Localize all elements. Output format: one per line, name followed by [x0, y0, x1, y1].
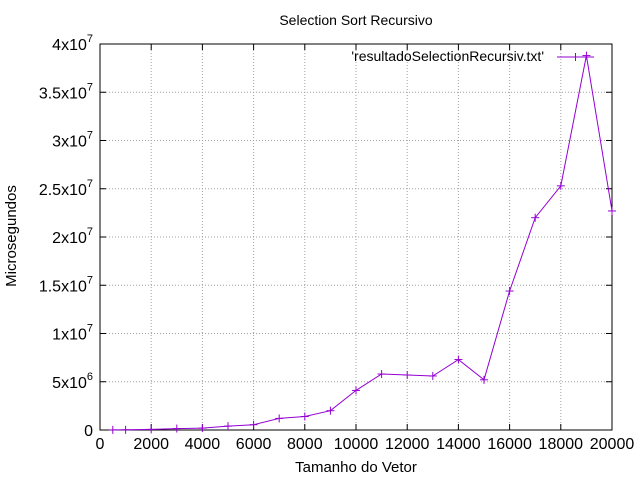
- x-tick-label: 2000: [133, 436, 169, 453]
- y-tick-label: 2.5x107: [39, 178, 93, 199]
- data-point: [198, 424, 207, 433]
- data-point: [505, 287, 514, 296]
- data-point: [224, 422, 232, 431]
- y-tick-label: 3x107: [52, 130, 93, 151]
- data-point: [531, 213, 540, 222]
- data-point: [428, 371, 437, 380]
- x-tick-label: 20000: [590, 436, 635, 453]
- data-point: [249, 420, 258, 429]
- y-tick-label: 0: [84, 423, 93, 440]
- x-axis-title: Tamanho do Vetor: [295, 459, 417, 476]
- x-tick-label: 14000: [436, 436, 481, 453]
- series-group: [108, 51, 616, 434]
- data-point: [275, 414, 284, 423]
- y-tick-label: 5x106: [52, 371, 93, 392]
- x-tick-label: 16000: [487, 436, 532, 453]
- series-line: [112, 55, 613, 431]
- data-point: [147, 425, 156, 434]
- y-tick-label: 1.5x107: [39, 274, 93, 295]
- legend-marker-plus: [571, 53, 580, 61]
- x-axis-ticks: 0 2000 4000 6000 8000 10000 12000 14000 16000 180…: [96, 44, 635, 453]
- data-point: [403, 370, 412, 379]
- x-tick-label: 18000: [539, 436, 584, 453]
- data-point: [377, 370, 386, 379]
- data-point: [608, 206, 616, 215]
- y-tick-label: 4x107: [52, 33, 93, 54]
- x-tick-label: 10000: [334, 436, 379, 453]
- data-point: [556, 181, 565, 190]
- data-point: [326, 406, 335, 415]
- y-axis-title: Microsegundos: [3, 185, 20, 287]
- legend: 'resultadoSelectionRecursiv.txt': [351, 48, 594, 64]
- x-tick-label: 6000: [236, 436, 272, 453]
- data-point: [108, 425, 117, 434]
- data-point: [582, 51, 591, 60]
- data-point: [172, 424, 181, 433]
- data-point: [121, 425, 130, 434]
- y-axis-ticks: 0 5x106 1x107 1.5x107 2x107 2.5x107 3x107 3.5x1…: [39, 33, 612, 440]
- grid: [100, 44, 612, 430]
- legend-label: 'resultadoSelectionRecursiv.txt': [351, 48, 544, 64]
- chart-title: Selection Sort Recursivo: [279, 12, 433, 28]
- data-point: [352, 386, 360, 395]
- x-tick-label: 0: [96, 436, 105, 453]
- y-tick-label: 2x107: [52, 226, 93, 247]
- x-tick-label: 4000: [185, 436, 221, 453]
- x-tick-label: 12000: [385, 436, 430, 453]
- y-tick-label: 3.5x107: [39, 81, 93, 102]
- data-point: [300, 412, 309, 421]
- y-tick-label: 1x107: [52, 323, 93, 344]
- x-tick-label: 8000: [287, 436, 323, 453]
- data-point: [480, 375, 488, 384]
- legend-marker: [571, 53, 580, 61]
- data-point: [454, 355, 463, 364]
